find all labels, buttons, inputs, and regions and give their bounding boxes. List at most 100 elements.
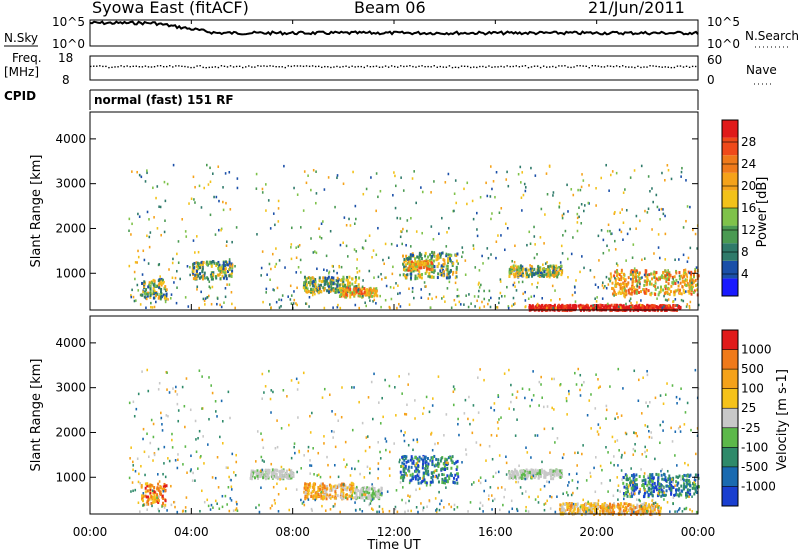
data-cell [636,288,639,292]
freq-dot [579,65,581,67]
data-cell [653,276,655,279]
data-cell [626,232,629,236]
data-cell [503,495,505,499]
data-cell [446,480,449,484]
data-cell [648,503,651,507]
data-cell [417,478,420,482]
data-cell [679,306,682,310]
data-cell [450,472,453,476]
data-cell [211,391,214,395]
data-cell [629,483,632,487]
data-cell [222,276,225,280]
data-cell [413,170,415,173]
data-cell [633,487,636,490]
data-cell [415,469,418,473]
data-cell [689,484,692,488]
data-cell [513,275,516,279]
freq-dot [126,65,128,67]
data-cell [561,456,564,460]
data-cell [432,275,435,279]
freq-dot [646,66,648,68]
data-cell [651,480,654,484]
data-cell [667,282,670,286]
freq-dot [640,66,642,69]
data-cell [532,394,535,397]
data-cell [168,391,171,394]
data-cell [303,281,306,285]
data-cell [354,467,356,471]
data-cell [140,484,143,488]
data-cell [626,485,629,489]
freq-dot [162,65,165,68]
data-cell [622,505,625,509]
data-cell [327,463,329,467]
data-cell [670,486,673,490]
data-cell [424,251,427,255]
data-cell [149,293,152,297]
data-cell [358,306,361,310]
data-cell [588,505,591,509]
data-cell [399,458,401,462]
data-cell [620,469,623,472]
data-cell [511,259,514,263]
data-cell [540,207,543,211]
data-cell [365,304,368,308]
data-cell [432,470,435,474]
data-cell [695,485,698,489]
data-cell [559,298,561,301]
data-cell [323,435,325,438]
data-cell [335,485,338,489]
data-cell [152,496,155,500]
data-cell [622,509,625,513]
data-cell [536,470,539,474]
data-cell [667,298,670,301]
data-cell [651,228,653,231]
data-cell [656,306,659,310]
data-cell [403,260,406,264]
data-cell [550,477,553,481]
data-cell [411,267,414,271]
data-cell [590,510,593,514]
data-cell [225,277,228,281]
data-cell [657,476,660,480]
data-cell [200,275,203,279]
data-cell [525,275,528,279]
data-cell [464,273,467,276]
data-cell [268,262,271,266]
data-cell [281,470,284,474]
data-cell [226,263,229,267]
data-cell [256,469,259,473]
data-cell [697,485,700,489]
data-cell [647,480,650,484]
data-cell [630,486,633,490]
data-cell [236,186,239,190]
data-cell [680,493,683,497]
data-cell [694,232,697,236]
data-cell [634,506,637,510]
data-cell [665,304,668,308]
data-cell [649,505,652,509]
data-cell [207,183,210,186]
freq-dot [141,66,144,68]
data-cell [553,472,556,476]
nave-label: Nave [746,63,777,77]
data-cell [599,307,602,311]
data-cell [367,487,370,491]
data-cell [657,293,660,297]
data-cell [182,509,184,513]
data-cell [316,288,318,292]
data-cell [630,305,632,309]
data-cell [436,254,439,258]
data-cell [412,253,415,257]
data-cell [324,276,327,280]
data-cell [342,275,345,279]
data-cell [219,270,222,274]
data-cell [677,284,680,288]
data-cell [444,300,446,303]
data-cell [209,286,212,290]
data-cell [629,270,632,274]
data-cell [559,261,562,264]
data-cell [622,221,625,224]
data-cell [478,269,481,272]
data-cell [412,438,415,442]
